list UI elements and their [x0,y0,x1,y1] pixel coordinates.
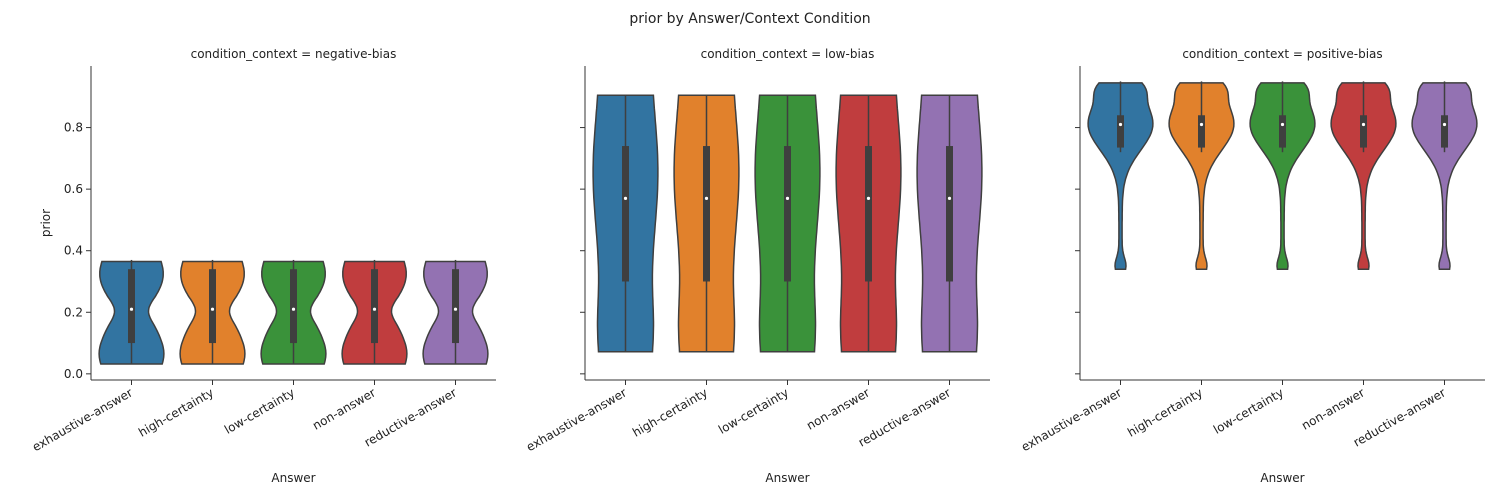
median-reductive-answer [453,307,458,311]
violin-high-certainty [1168,82,1235,270]
iqr-box-exhaustive-answer [622,146,629,282]
iqr-box-exhaustive-answer [1117,115,1124,148]
median-low-certainty [291,307,296,311]
median-non-answer [1361,122,1366,127]
x-tick-label: low-certainty [716,385,791,436]
x-tick-label: low-certainty [222,385,297,436]
iqr-box-exhaustive-answer [128,269,135,344]
median-low-certainty [785,196,790,200]
x-tick-label: non-answer [804,385,872,432]
median-low-certainty [1280,122,1285,127]
x-axis-label: Answer [271,471,315,485]
median-reductive-answer [1442,122,1447,127]
iqr-box-high-certainty [1198,115,1205,148]
iqr-box-high-certainty [209,269,216,344]
x-tick-label: high-certainty [1125,385,1205,439]
x-tick-label: high-certainty [630,385,710,439]
panel-title: condition_context = low-bias [701,47,875,61]
median-exhaustive-answer [623,196,628,200]
x-tick-label: exhaustive-answer [30,385,135,454]
x-tick-label: high-certainty [136,385,216,439]
chart-title: prior by Answer/Context Condition [629,11,870,27]
median-reductive-answer [947,196,952,200]
facet-panel: condition_context = negative-bias exhaust… [30,47,496,485]
y-axis-label: prior [39,209,53,237]
y-tick-label: 0.2 [64,305,83,319]
x-axis-label: Answer [765,471,809,485]
iqr-box-non-answer [1360,115,1367,148]
panels: condition_context = negative-bias exhaust… [30,47,1485,485]
median-non-answer [866,196,871,200]
panel-title: condition_context = negative-bias [191,47,397,61]
facet-panel: condition_context = low-bias exhaustive-a… [524,47,990,485]
violin-reductive-answer [1411,82,1478,270]
iqr-box-reductive-answer [452,269,459,344]
iqr-box-non-answer [371,269,378,344]
x-tick-label: exhaustive-answer [524,385,629,454]
iqr-box-reductive-answer [946,146,953,282]
x-axis-label: Answer [1260,471,1304,485]
x-tick-label: exhaustive-answer [1019,385,1124,454]
x-tick-label: non-answer [1299,385,1367,432]
median-high-certainty [704,196,709,200]
median-high-certainty [210,307,215,311]
median-exhaustive-answer [129,307,134,311]
iqr-box-low-certainty [784,146,791,282]
iqr-box-high-certainty [703,146,710,282]
median-high-certainty [1199,122,1204,127]
facet-panel: condition_context = positive-bias exhaust… [1019,47,1485,485]
y-tick-label: 0.6 [64,182,83,196]
y-tick-label: 0.0 [64,367,83,381]
x-tick-label: non-answer [310,385,378,432]
iqr-box-reductive-answer [1441,115,1448,148]
y-tick-label: 0.4 [64,244,83,258]
median-non-answer [372,307,377,311]
x-tick-label: low-certainty [1211,385,1286,436]
iqr-box-low-certainty [1279,115,1286,148]
iqr-box-non-answer [865,146,872,282]
median-exhaustive-answer [1118,122,1123,127]
panel-title: condition_context = positive-bias [1182,47,1382,61]
iqr-box-low-certainty [290,269,297,344]
violin-low-certainty [1249,82,1316,270]
violin-non-answer [1330,82,1397,270]
y-tick-label: 0.8 [64,121,83,135]
violin-exhaustive-answer [1087,82,1154,270]
